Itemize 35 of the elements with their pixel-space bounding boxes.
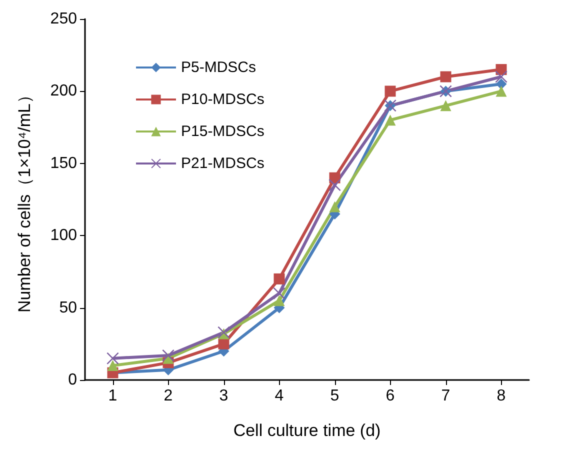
legend-label: P5-MDSCs bbox=[181, 59, 256, 76]
point bbox=[496, 78, 507, 90]
point bbox=[384, 114, 396, 126]
y-tick-label: 0 bbox=[68, 372, 78, 388]
point bbox=[329, 201, 340, 212]
x-tick-label: 1 bbox=[108, 388, 118, 404]
point bbox=[218, 338, 230, 350]
y-tick-label: 150 bbox=[50, 154, 78, 172]
x-tick-label: 2 bbox=[164, 388, 173, 404]
y-tick-label: 50 bbox=[59, 299, 78, 316]
x-tick-label: 6 bbox=[386, 388, 395, 404]
point bbox=[274, 273, 285, 284]
y-tick-label: 100 bbox=[50, 227, 78, 244]
point bbox=[496, 64, 507, 76]
point bbox=[107, 360, 118, 372]
x-tick-label: 4 bbox=[274, 388, 284, 404]
y-tick-label: 250 bbox=[50, 10, 78, 28]
legend-label: P15-MDSCs bbox=[181, 123, 264, 140]
x-tick-label: 3 bbox=[219, 388, 228, 404]
x-tick-label: 8 bbox=[496, 388, 506, 404]
point bbox=[274, 295, 285, 306]
point bbox=[440, 71, 452, 82]
legend-label: P10-MDSCs bbox=[181, 91, 264, 108]
y-axis-title: Number of cells（1×10⁴/mL） bbox=[15, 86, 34, 313]
point bbox=[328, 179, 341, 192]
y-tick-label: 200 bbox=[50, 82, 78, 100]
point bbox=[162, 349, 174, 362]
legend-label: P21-MDSCs bbox=[181, 155, 264, 172]
x-tick-label: 5 bbox=[330, 388, 340, 404]
point bbox=[496, 86, 507, 97]
point bbox=[440, 100, 452, 112]
x-axis-title: Cell culture time (d) bbox=[233, 421, 381, 440]
point bbox=[273, 287, 286, 300]
x-tick-label: 7 bbox=[441, 388, 450, 404]
point bbox=[384, 86, 396, 97]
